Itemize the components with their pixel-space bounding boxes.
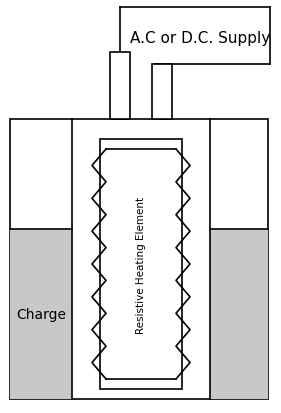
Text: A.C or D.C. Supply: A.C or D.C. Supply [130,31,270,45]
Bar [210,230,268,399]
Text: Charge: Charge [16,307,66,321]
Text: Resistive Heating Element: Resistive Heating Element [136,196,146,333]
Bar [152,65,172,120]
Bar [10,120,268,399]
Bar [10,230,72,399]
Bar [110,53,130,120]
Bar [100,140,182,389]
